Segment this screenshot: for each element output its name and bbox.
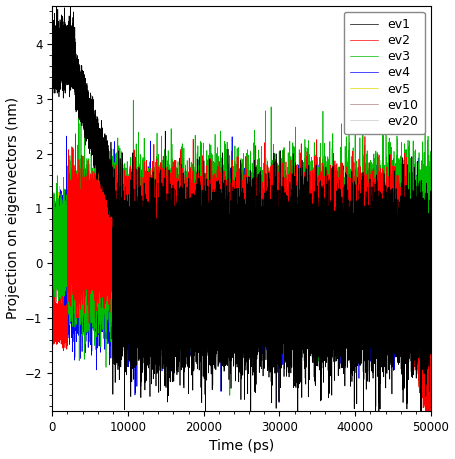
ev10 <box>269 235 274 240</box>
ev20 <box>50 253 55 259</box>
ev4 <box>428 230 434 235</box>
ev1 <box>54 0 59 3</box>
ev10 <box>146 239 151 244</box>
ev5 <box>305 273 310 278</box>
ev3 <box>416 276 422 281</box>
ev3 <box>362 269 367 274</box>
Line: ev4: ev4 <box>52 136 431 403</box>
ev3 <box>146 260 151 265</box>
ev1 <box>269 251 274 257</box>
ev2 <box>428 368 434 374</box>
ev3 <box>50 210 55 215</box>
ev2 <box>416 360 422 365</box>
ev2 <box>305 235 310 240</box>
ev2 <box>269 263 274 268</box>
ev3 <box>383 94 389 100</box>
ev5 <box>269 246 274 252</box>
ev3 <box>305 217 310 222</box>
ev1 <box>146 306 151 312</box>
ev4 <box>146 263 151 269</box>
ev20 <box>362 254 367 260</box>
ev1 <box>428 309 434 314</box>
ev10 <box>246 205 251 210</box>
ev10 <box>416 248 422 254</box>
ev5 <box>416 237 422 243</box>
ev3 <box>269 235 274 241</box>
ev2 <box>50 324 55 330</box>
ev5 <box>146 250 151 256</box>
ev3 <box>428 220 434 226</box>
ev4 <box>276 400 282 405</box>
ev4 <box>117 274 122 279</box>
ev2 <box>73 131 78 137</box>
ev10 <box>428 249 434 255</box>
ev20 <box>269 264 274 269</box>
ev1 <box>50 30 55 35</box>
ev2 <box>362 230 367 235</box>
Line: ev2: ev2 <box>52 134 431 435</box>
ev2 <box>117 218 122 224</box>
ev4 <box>269 224 274 230</box>
ev3 <box>227 392 233 398</box>
Legend: ev1, ev2, ev3, ev4, ev5, ev10, ev20: ev1, ev2, ev3, ev4, ev5, ev10, ev20 <box>344 12 425 134</box>
ev4 <box>362 303 367 309</box>
ev10 <box>50 242 55 248</box>
ev10 <box>234 319 240 325</box>
ev20 <box>65 227 71 233</box>
Line: ev5: ev5 <box>52 180 431 349</box>
ev1 <box>305 289 310 294</box>
ev1 <box>362 311 367 316</box>
ev20 <box>117 269 122 274</box>
ev4 <box>50 238 55 243</box>
ev2 <box>146 217 151 222</box>
ev10 <box>116 254 122 260</box>
ev3 <box>116 270 122 276</box>
ev2 <box>425 432 430 438</box>
ev5 <box>420 347 426 352</box>
ev1 <box>416 295 422 301</box>
ev4 <box>416 291 422 297</box>
ev5 <box>116 263 122 269</box>
ev10 <box>362 257 367 262</box>
ev20 <box>428 246 434 251</box>
Y-axis label: Projection on eigenvectors (nm): Projection on eigenvectors (nm) <box>5 97 20 319</box>
ev4 <box>64 133 69 139</box>
Line: ev20: ev20 <box>52 230 431 295</box>
ev1 <box>117 248 122 254</box>
ev5 <box>220 177 225 183</box>
ev10 <box>305 245 310 250</box>
ev20 <box>146 252 151 258</box>
ev20 <box>145 292 150 297</box>
ev5 <box>362 227 367 232</box>
Line: ev10: ev10 <box>52 207 431 322</box>
ev20 <box>416 259 422 264</box>
X-axis label: Time (ps): Time (ps) <box>209 439 274 453</box>
ev4 <box>305 295 310 301</box>
Line: ev3: ev3 <box>52 97 431 395</box>
ev1 <box>248 428 253 433</box>
ev20 <box>305 256 310 261</box>
ev5 <box>428 217 434 223</box>
Line: ev1: ev1 <box>52 0 431 431</box>
ev5 <box>50 227 55 232</box>
